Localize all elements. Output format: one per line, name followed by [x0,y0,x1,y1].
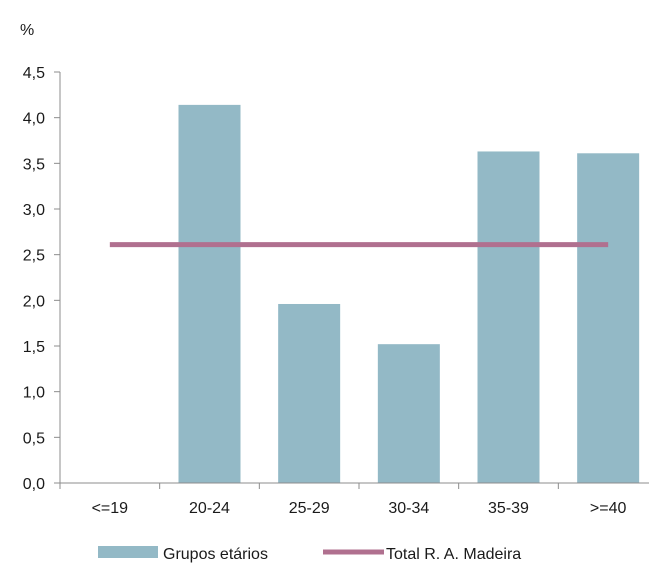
legend-label-line: Total R. A. Madeira [386,546,521,563]
x-tick-label: 35-39 [488,500,529,517]
y-tick-label: 4,0 [23,111,45,128]
axes-group: 0,0 0,5 1,0 1,5 2,0 2,5 3,0 3,5 4,0 4,5 <=19 20-24 2… [23,65,649,517]
x-tick-label: 20-24 [189,500,230,517]
bar-35-39 [477,151,540,483]
legend-label-bars: Grupos etários [163,546,268,563]
x-tick-label: >=40 [590,500,627,517]
y-tick-label: 1,5 [23,339,45,356]
y-tick-label: 2,0 [23,293,45,310]
bar-25-29 [278,303,341,483]
bar-30-34 [377,344,440,483]
y-tick-label: 3,5 [23,156,45,173]
x-tick-label: 25-29 [289,500,330,517]
y-tick-label: 4,5 [23,65,45,82]
x-tick-label: <=19 [92,500,129,517]
y-tick-label: 0,5 [23,430,45,447]
y-tick-label: 1,0 [23,385,45,402]
legend-swatch-bars [98,546,158,558]
legend: Grupos etários Total R. A. Madeira [98,546,521,563]
y-tick-label: 0,0 [23,476,45,493]
y-tick-label: 3,0 [23,202,45,219]
x-tick-label: 30-34 [388,500,429,517]
bar-20-24 [178,104,241,483]
y-tick-label: 2,5 [23,248,45,265]
bars-group [178,104,640,483]
y-axis-label: % [20,22,34,39]
bar->=40 [577,153,640,483]
